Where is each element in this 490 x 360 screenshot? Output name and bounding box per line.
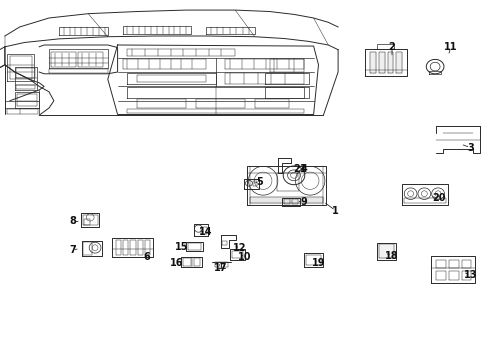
Text: 2: 2 <box>389 42 395 52</box>
Text: 18: 18 <box>385 251 399 261</box>
Text: 6: 6 <box>144 252 150 262</box>
Text: 12: 12 <box>233 243 247 253</box>
Text: 15: 15 <box>174 242 188 252</box>
Text: 14: 14 <box>199 227 213 237</box>
Text: 13: 13 <box>464 270 477 280</box>
Polygon shape <box>396 52 402 73</box>
Text: 7: 7 <box>69 245 76 255</box>
Text: 20: 20 <box>432 193 445 203</box>
Polygon shape <box>370 52 376 73</box>
Polygon shape <box>388 52 393 73</box>
Text: 19: 19 <box>312 258 325 268</box>
Text: 21: 21 <box>293 164 307 174</box>
Text: 11: 11 <box>444 42 458 52</box>
Text: 5: 5 <box>256 177 263 187</box>
Text: 1: 1 <box>332 206 339 216</box>
Text: 16: 16 <box>170 258 183 268</box>
Text: 17: 17 <box>214 263 227 273</box>
Text: 8: 8 <box>69 216 76 226</box>
Polygon shape <box>379 244 394 258</box>
Text: 4: 4 <box>300 164 307 174</box>
Text: 9: 9 <box>300 197 307 207</box>
Polygon shape <box>379 52 385 73</box>
Text: 3: 3 <box>467 143 474 153</box>
Text: 10: 10 <box>238 252 252 262</box>
Polygon shape <box>250 197 323 203</box>
